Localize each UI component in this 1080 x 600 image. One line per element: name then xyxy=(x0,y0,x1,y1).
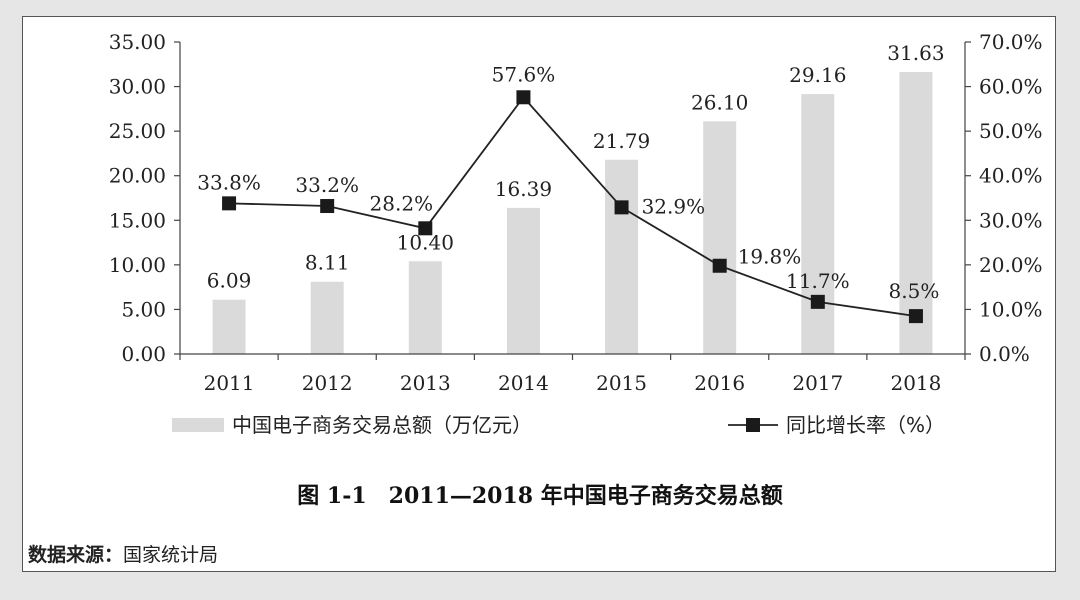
data-source: 数据来源：国家统计局 xyxy=(28,540,218,567)
x-tick-label-2015: 2015 xyxy=(596,371,647,395)
data-labels: 6.09 8.11 10.40 16.39 21.79 26.10 29.16 31.63 33… xyxy=(197,41,944,303)
growth-marker-2015 xyxy=(614,200,629,215)
legend: 中国电子商务交易总额（万亿元） 同比增长率（%） xyxy=(172,413,945,437)
legend-bar-label: 中国电子商务交易总额（万亿元） xyxy=(232,413,532,437)
growth-marker-2016 xyxy=(712,258,727,273)
bar-value-label-2013: 10.40 xyxy=(397,230,454,254)
bar-2012 xyxy=(310,281,344,354)
growth-line-series xyxy=(222,90,923,324)
axes: 0.00 5.00 10.00 15.00 20.00 25.00 30.00 35.00 0.… xyxy=(109,30,1043,395)
growth-marker-2014 xyxy=(516,90,531,105)
growth-marker-2011 xyxy=(222,196,237,211)
legend-bar-swatch xyxy=(172,418,224,432)
x-tick-label-2011: 2011 xyxy=(204,371,255,395)
right-tick-label: 0.0% xyxy=(979,342,1030,366)
right-tick-label: 20.0% xyxy=(979,253,1043,277)
left-tick-label: 25.00 xyxy=(109,119,166,143)
growth-marker-2017 xyxy=(810,294,825,309)
growth-value-label-2015: 32.9% xyxy=(642,194,706,218)
bar-series xyxy=(212,72,933,355)
bar-2016 xyxy=(703,121,737,354)
bar-2011 xyxy=(212,299,246,354)
bar-2014 xyxy=(506,207,540,354)
x-tick-label-2013: 2013 xyxy=(400,371,451,395)
bar-value-label-2018: 31.63 xyxy=(887,41,944,65)
bar-value-label-2016: 26.10 xyxy=(691,90,748,114)
growth-marker-2012 xyxy=(320,199,335,214)
left-tick-label: 0.00 xyxy=(121,342,166,366)
left-tick-label: 35.00 xyxy=(109,30,166,54)
growth-value-label-2011: 33.8% xyxy=(197,170,261,194)
growth-value-label-2017: 11.7% xyxy=(786,269,850,293)
bar-2015 xyxy=(605,159,639,354)
left-tick-label: 15.00 xyxy=(109,208,166,232)
x-tick-label-2018: 2018 xyxy=(890,371,941,395)
data-source-value: 国家统计局 xyxy=(123,544,219,566)
left-tick-label: 10.00 xyxy=(109,253,166,277)
right-tick-label: 50.0% xyxy=(979,119,1043,143)
x-tick-label-2016: 2016 xyxy=(694,371,745,395)
left-tick-label: 5.00 xyxy=(121,297,166,321)
right-tick-label: 60.0% xyxy=(979,75,1043,99)
right-tick-label: 10.0% xyxy=(979,297,1043,321)
growth-line xyxy=(229,95,917,318)
growth-value-label-2012: 33.2% xyxy=(295,173,359,197)
growth-value-label-2016: 19.8% xyxy=(738,245,802,269)
x-tick-label-2014: 2014 xyxy=(498,371,549,395)
x-tick-label-2017: 2017 xyxy=(792,371,843,395)
growth-value-label-2014: 57.6% xyxy=(492,62,556,86)
right-tick-label: 30.0% xyxy=(979,208,1043,232)
figure-caption: 图 1-1 2011—2018 年中国电子商务交易总额 xyxy=(297,483,783,509)
right-tick-label: 40.0% xyxy=(979,164,1043,188)
bar-2013 xyxy=(408,261,442,354)
x-tick-label-2012: 2012 xyxy=(302,371,353,395)
bar-value-label-2017: 29.16 xyxy=(789,63,846,87)
left-tick-label: 20.00 xyxy=(109,164,166,188)
growth-marker-2018 xyxy=(908,309,923,324)
legend-line-label: 同比增长率（%） xyxy=(786,413,945,437)
bar-2018 xyxy=(899,72,933,355)
bar-value-label-2011: 6.09 xyxy=(207,269,252,293)
bar-value-label-2015: 21.79 xyxy=(593,129,650,153)
right-tick-label: 70.0% xyxy=(979,30,1043,54)
bar-2017 xyxy=(801,94,835,355)
left-tick-label: 30.00 xyxy=(109,75,166,99)
bar-value-label-2014: 16.39 xyxy=(495,177,552,201)
growth-value-label-2013: 28.2% xyxy=(370,191,434,215)
data-source-label: 数据来源： xyxy=(28,544,124,566)
bar-value-label-2012: 8.11 xyxy=(305,251,350,275)
growth-marker-2013 xyxy=(418,221,433,236)
growth-value-label-2018: 8.5% xyxy=(889,279,940,303)
legend-line-marker xyxy=(746,418,760,432)
